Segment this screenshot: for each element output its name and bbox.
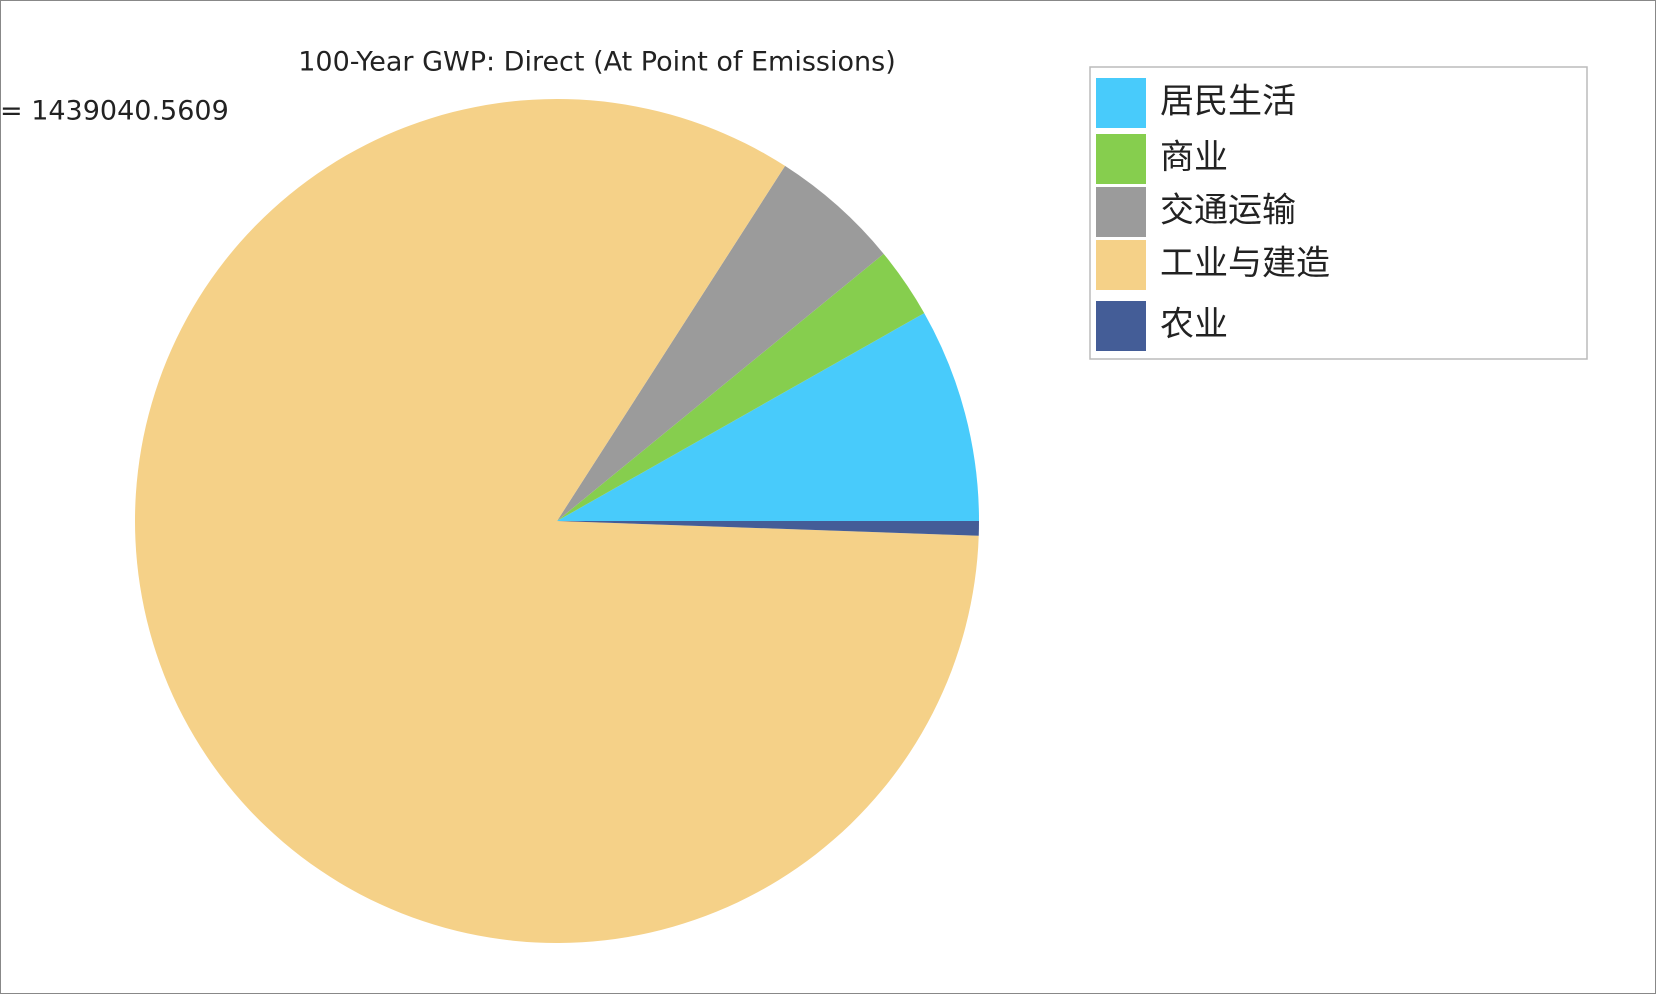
pie-slice xyxy=(134,98,979,943)
pie-slice xyxy=(557,521,979,536)
legend-label: 交通运输 xyxy=(1160,191,1296,231)
pie-slice xyxy=(557,313,979,521)
total-label: = 1439040.5609 xyxy=(0,96,229,127)
legend-swatch xyxy=(1096,78,1146,128)
legend-swatch xyxy=(1096,240,1146,290)
chart-title: 100-Year GWP: Direct (At Point of Emissi… xyxy=(298,47,895,78)
legend-label: 农业 xyxy=(1160,305,1228,345)
legend-swatch xyxy=(1096,187,1146,237)
pie-slice xyxy=(557,165,884,521)
pie-slice xyxy=(557,253,925,521)
legend-swatch xyxy=(1096,301,1146,351)
legend-box xyxy=(1089,66,1588,360)
legend-label: 商业 xyxy=(1160,138,1228,178)
legend-label: 居民生活 xyxy=(1160,82,1296,122)
legend-swatch xyxy=(1096,134,1146,184)
legend-label: 工业与建造 xyxy=(1160,244,1330,284)
